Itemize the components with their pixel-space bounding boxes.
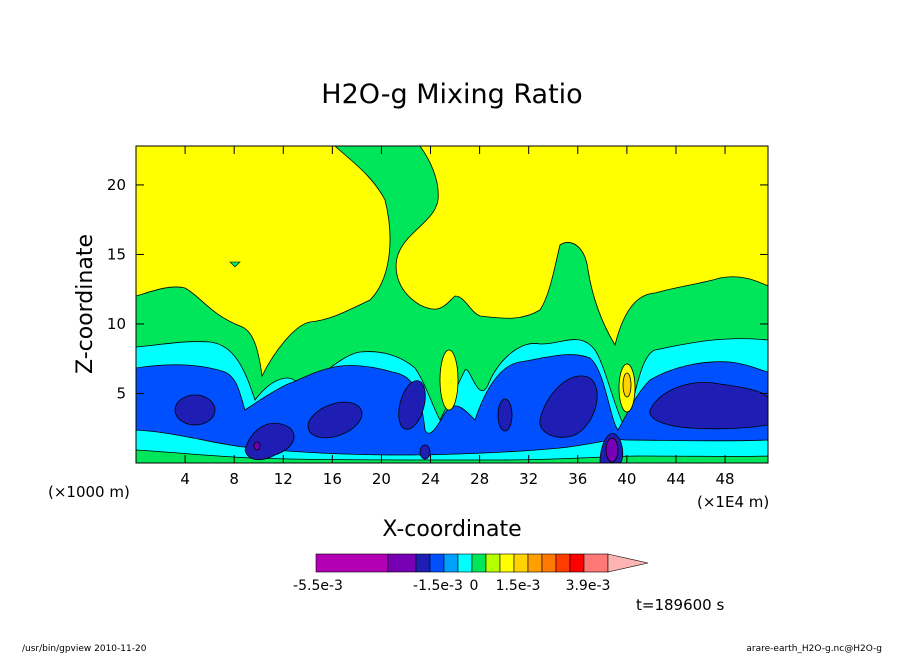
x-tick-label: 8 [229,470,239,488]
colorbar-swatch [471,553,487,573]
x-unit-right: (×1E4 m) [697,493,769,511]
colorbar-label: 1.5e-3 [496,578,541,594]
plot-frame [135,145,769,464]
colorbar-label: -1.5e-3 [413,578,463,594]
x-tick-label: 44 [666,470,685,488]
colorbar-swatch [315,553,389,573]
time-label: t=189600 s [636,596,724,614]
x-tick-label: 20 [372,470,391,488]
colorbar-swatch [583,553,609,573]
x-tick-label: 4 [180,470,190,488]
colorbar-swatch [443,553,459,573]
colorbar-label: -5.5e-3 [293,578,343,594]
x-tick-label: 16 [323,470,342,488]
x-tick-label: 40 [617,470,636,488]
contour-fill-spot [229,261,241,268]
plot-area [135,145,769,464]
colorbar-label: 0 [470,578,479,594]
contour-fill-purple [253,437,619,463]
colorbar-swatch [513,553,529,573]
x-tick-label: 28 [470,470,489,488]
y-axis-ticks: 5 10 15 20 [107,176,768,402]
x-tick-label: 36 [568,470,587,488]
chart-title: H2O-g Mixing Ratio [321,79,582,110]
y-tick-label: 10 [107,315,126,333]
contour-fill-plumes [439,349,636,413]
x-tick-label: 24 [421,470,440,488]
colorbar-swatch [457,553,473,573]
colorbar-swatch [429,553,445,573]
colorbar [315,553,649,573]
footer-right: arare-earth_H2O-g.nc@H2O-g [746,644,882,654]
colorbar-swatch [499,553,515,573]
footer-left: /usr/bin/gpview 2010-11-20 [22,644,147,654]
x-axis-label: X-coordinate [382,517,521,542]
colorbar-swatch [485,553,501,573]
x-tick-label: 32 [519,470,538,488]
colorbar-swatch [541,553,557,573]
y-tick-label: 20 [107,176,126,194]
colorbar-labels: -5.5e-3 -1.5e-3 0 1.5e-3 3.9e-3 [293,578,610,594]
y-axis-label: Z-coordinate [73,234,98,374]
colorbar-swatch [415,553,431,573]
contour-fill-navy [174,375,768,463]
colorbar-label: 3.9e-3 [566,578,611,594]
colorbar-swatch [569,553,585,573]
x-tick-label: 12 [274,470,293,488]
x-tick-label: 48 [716,470,735,488]
y-tick-label: 15 [107,245,126,263]
colorbar-arrow [607,553,649,573]
colorbar-swatch [387,553,417,573]
colorbar-swatch [527,553,543,573]
x-unit-left: (×1000 m) [48,483,130,501]
y-tick-label: 5 [116,384,126,402]
x-axis-ticks: 4 8 12 16 20 24 28 32 36 40 44 48 [180,146,735,488]
colorbar-swatch [555,553,571,573]
